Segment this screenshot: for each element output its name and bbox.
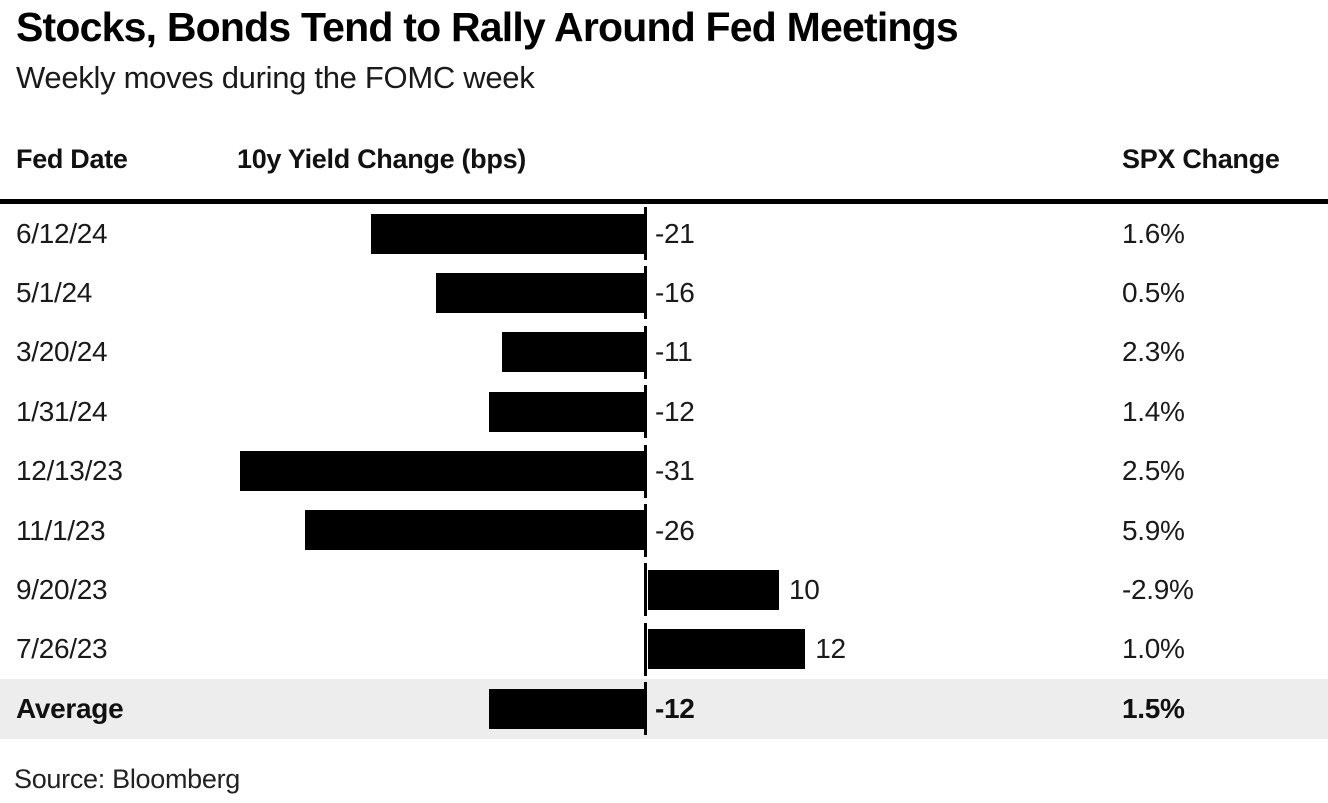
spx-change-cell: 0.5%: [1122, 277, 1185, 309]
table-row: 9/20/23 10 -2.9%: [0, 560, 1328, 619]
yield-value-label: 10: [789, 574, 820, 606]
table-body: 6/12/24 -21 1.6% 5/1/24 -16 0.5% 3/20/24 -11 2.3…: [0, 204, 1328, 739]
spx-change-cell: 1.0%: [1122, 633, 1185, 665]
spx-change-cell: 1.4%: [1122, 395, 1185, 427]
yield-bar: [305, 510, 646, 551]
yield-bar: [648, 629, 806, 670]
fed-date-cell: 7/26/23: [16, 633, 108, 665]
yield-value-label: -16: [655, 277, 695, 309]
table-row: 3/20/24 -11 2.3%: [0, 323, 1328, 382]
yield-bar: [436, 272, 646, 313]
fed-date-cell: Average: [16, 692, 124, 724]
spx-change-cell: 1.6%: [1122, 217, 1185, 249]
source-line: Source: Bloomberg: [14, 764, 241, 794]
fed-date-cell: 9/20/23: [16, 574, 108, 606]
yield-value-label: -12: [655, 692, 695, 724]
yield-value-label: -11: [655, 336, 693, 368]
spx-change-cell: -2.9%: [1122, 574, 1194, 606]
fed-date-cell: 5/1/24: [16, 277, 93, 309]
table-row: 6/12/24 -21 1.6%: [0, 204, 1328, 263]
yield-bar: [488, 391, 646, 432]
spx-change-cell: 2.3%: [1122, 336, 1185, 368]
yield-value-label: -21: [655, 217, 695, 249]
fed-date-cell: 12/13/23: [16, 455, 123, 487]
zero-axis-tick: [644, 563, 647, 617]
chart-subtitle: Weekly moves during the FOMC week: [16, 60, 535, 95]
yield-bar: [239, 451, 646, 492]
header-rule: [0, 199, 1328, 204]
table-row: 12/13/23 -31 2.5%: [0, 442, 1328, 501]
chart-title: Stocks, Bonds Tend to Rally Around Fed M…: [16, 4, 959, 50]
yield-value-label: -12: [655, 395, 695, 427]
column-header-fed-date: Fed Date: [16, 144, 128, 174]
column-header-yield-change: 10y Yield Change (bps): [237, 144, 526, 174]
fed-date-cell: 3/20/24: [16, 336, 108, 368]
spx-change-cell: 1.5%: [1122, 692, 1185, 724]
table-row: 1/31/24 -12 1.4%: [0, 382, 1328, 441]
fed-date-cell: 1/31/24: [16, 395, 108, 427]
table-row: 5/1/24 -16 0.5%: [0, 263, 1328, 322]
yield-value-label: 12: [815, 633, 846, 665]
fed-date-cell: 11/1/23: [16, 514, 106, 546]
table-row: 11/1/23 -26 5.9%: [0, 501, 1328, 560]
yield-bar: [488, 688, 646, 729]
average-row: Average -12 1.5%: [0, 679, 1328, 739]
yield-bar: [370, 213, 646, 254]
spx-change-cell: 2.5%: [1122, 455, 1185, 487]
column-header-spx-change: SPX Change: [1122, 144, 1280, 174]
spx-change-cell: 5.9%: [1122, 514, 1185, 546]
fed-date-cell: 6/12/24: [16, 217, 108, 249]
yield-value-label: -31: [655, 455, 695, 487]
yield-value-label: -26: [655, 514, 695, 546]
table-row: 7/26/23 12 1.0%: [0, 620, 1328, 679]
yield-bar: [501, 332, 646, 373]
yield-bar: [648, 569, 779, 610]
zero-axis-tick: [644, 622, 647, 676]
